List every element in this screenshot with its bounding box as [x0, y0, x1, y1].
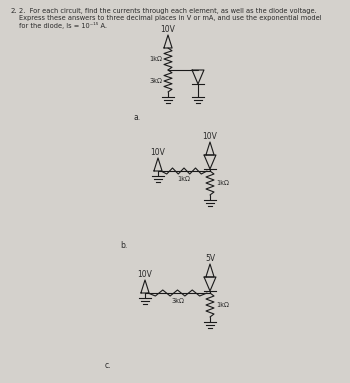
Text: 10V: 10V [161, 25, 175, 34]
Text: 2.: 2. [11, 8, 18, 14]
Text: b.: b. [120, 241, 127, 249]
Text: 3kΩ: 3kΩ [149, 78, 162, 84]
Text: 10V: 10V [203, 132, 217, 141]
Text: a.: a. [133, 113, 140, 123]
Text: c.: c. [105, 360, 112, 370]
Text: 5V: 5V [205, 254, 215, 263]
Text: 1kΩ: 1kΩ [216, 302, 229, 308]
Text: 1kΩ: 1kΩ [216, 180, 229, 186]
Text: 2.  For each circuit, find the currents through each element, as well as the dio: 2. For each circuit, find the currents t… [19, 8, 317, 14]
Text: 3kΩ: 3kΩ [171, 298, 184, 304]
Text: for the diode, Is = 10⁻¹⁵ A.: for the diode, Is = 10⁻¹⁵ A. [19, 22, 107, 29]
Text: Express these answers to three decimal places in V or mA, and use the exponentia: Express these answers to three decimal p… [19, 15, 322, 21]
Text: 10V: 10V [138, 270, 153, 279]
Text: 1kΩ: 1kΩ [149, 56, 162, 62]
Text: 10V: 10V [150, 148, 166, 157]
Text: 1kΩ: 1kΩ [177, 176, 190, 182]
